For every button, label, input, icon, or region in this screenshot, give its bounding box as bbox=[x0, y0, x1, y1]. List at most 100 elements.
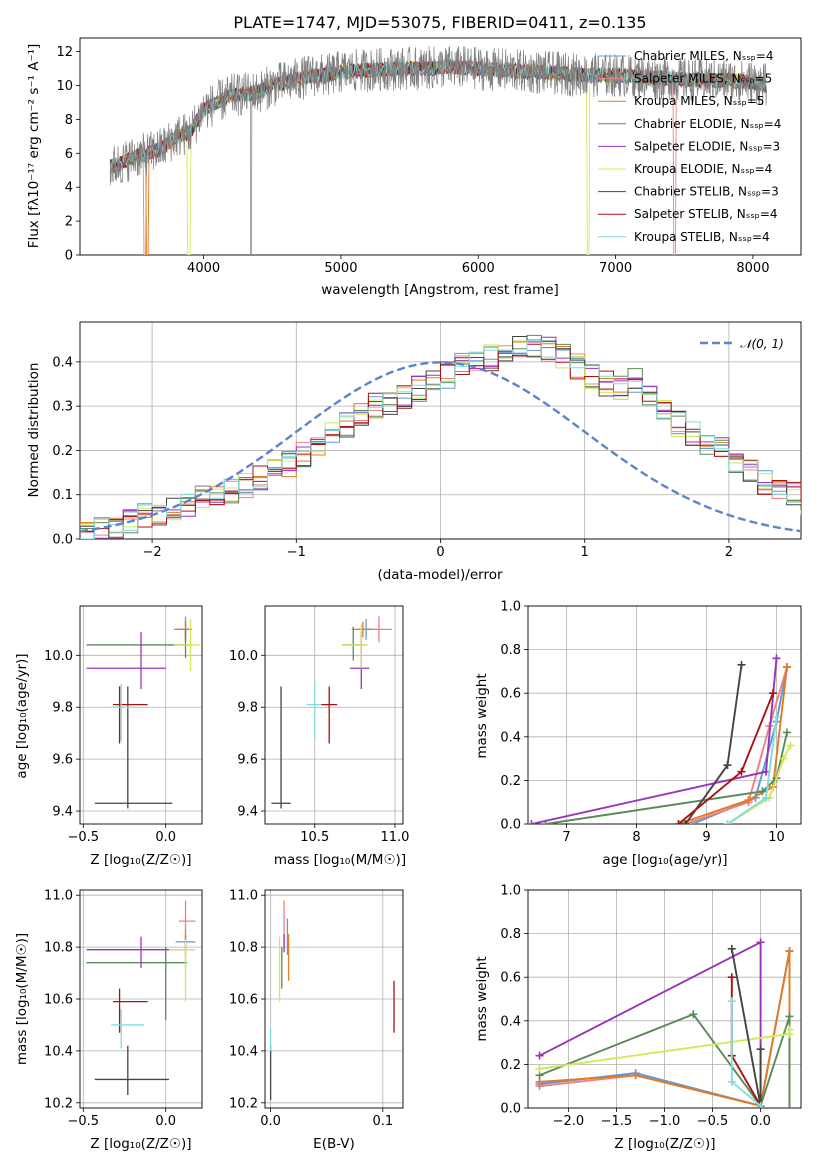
weight-lines bbox=[528, 654, 795, 824]
spectrum-ylabel: Flux [fλ10⁻¹⁷ erg cm⁻² s⁻¹ A⁻¹] bbox=[26, 44, 42, 249]
axes-frame bbox=[527, 605, 802, 825]
y-tick-label: 0.4 bbox=[500, 730, 521, 745]
x-tick-label: 4000 bbox=[187, 261, 220, 276]
y-tick-label: 9.4 bbox=[237, 805, 258, 820]
spectrum-panel: PLATE=1747, MJD=53075, FIBERID=0411, z=0… bbox=[26, 13, 802, 298]
mwZ-ylabel: mass weight bbox=[474, 956, 490, 1041]
y-tick-label: 9.8 bbox=[52, 701, 73, 716]
legend-entry: Salpeter STELIB, Nₛₛₚ=4 bbox=[634, 207, 778, 221]
y-tick-label: 11.0 bbox=[229, 889, 258, 904]
x-tick-label: 11.0 bbox=[381, 830, 410, 845]
y-tick-label: 2 bbox=[65, 215, 73, 230]
spectrum-legend: Chabrier MILES, Nₛₛₚ=4 Salpeter MILES, Nₛ… bbox=[598, 49, 781, 244]
residuals-xlabel: (data-model)/error bbox=[377, 567, 503, 583]
y-tick-label: 1.0 bbox=[500, 884, 521, 899]
legend-entry: Chabrier STELIB, Nₛₛₚ=3 bbox=[634, 185, 779, 199]
weight-point-marker bbox=[772, 654, 781, 663]
x-tick-label: 10.5 bbox=[300, 830, 329, 845]
weight-point-marker bbox=[785, 1104, 794, 1108]
errorbars bbox=[271, 616, 392, 809]
y-tick-label: 0.6 bbox=[500, 687, 521, 702]
age-vs-mass-panel: mass [log₁₀(M/M☉)] 10.5 11.0 9.4 9.6 9.8 10.0 bbox=[229, 605, 410, 868]
residuals-ylabel: Normed distribution bbox=[26, 363, 42, 498]
x-tick-label: 0.0 bbox=[155, 1114, 176, 1129]
observed-spectrum-line bbox=[109, 45, 767, 255]
errorbars bbox=[269, 900, 395, 1101]
weight-point-marker bbox=[769, 689, 777, 698]
x-tick-label: 2 bbox=[725, 545, 733, 560]
y-tick-label: 6 bbox=[65, 147, 73, 162]
y-tick-label: 9.4 bbox=[52, 805, 73, 820]
massZ-xlabel: Z [log₁₀(Z/Z☉)] bbox=[90, 1136, 191, 1152]
massweight-vs-metallicity-panel: Z [log₁₀(Z/Z☉)] mass weight −2.0 −1.5 −1.0… bbox=[474, 884, 802, 1152]
legend-entry: Kroupa MILES, Nₛₛₚ=5 bbox=[634, 94, 764, 108]
y-tick-label: 0.6 bbox=[500, 971, 521, 986]
y-tick-label: 0.1 bbox=[52, 488, 73, 503]
weight-point-marker bbox=[535, 1064, 544, 1073]
y-tick-label: 0.8 bbox=[500, 643, 521, 658]
y-tick-label: 1.0 bbox=[500, 600, 521, 615]
weight-point-marker bbox=[535, 1051, 544, 1060]
y-tick-label: 11.0 bbox=[44, 889, 73, 904]
y-tick-label: 10.2 bbox=[229, 1096, 258, 1111]
y-tick-label: 10 bbox=[56, 79, 73, 94]
weight-point-marker bbox=[756, 1045, 765, 1054]
legend-entry: 𝒩(0, 1) bbox=[740, 337, 784, 351]
massZ-ylabel: mass [log₁₀(M/M☉)] bbox=[14, 933, 30, 1065]
weight-point-marker bbox=[727, 973, 736, 982]
legend-entry: Kroupa STELIB, Nₛₛₚ=4 bbox=[634, 230, 770, 244]
age-vs-metallicity-panel: Z [log₁₀(Z/Z☉)] age [log₁₀(age/yr)] −0.5… bbox=[14, 605, 203, 868]
y-tick-label: 0.0 bbox=[500, 1102, 521, 1117]
x-tick-label: −0.5 bbox=[68, 1114, 100, 1129]
x-tick-label: 0.0 bbox=[260, 1114, 281, 1129]
legend-entry: Chabrier MILES, Nₛₛₚ=4 bbox=[634, 49, 774, 63]
weight-point-marker bbox=[783, 663, 791, 672]
x-tick-label: −2 bbox=[143, 545, 162, 560]
legend-entry: Kroupa ELODIE, Nₛₛₚ=4 bbox=[634, 162, 772, 176]
weight-line bbox=[685, 666, 788, 824]
y-tick-label: 0.0 bbox=[500, 818, 521, 833]
gaussian-curve bbox=[80, 361, 801, 533]
legend-entry: Chabrier ELODIE, Nₛₛₚ=4 bbox=[634, 117, 781, 131]
y-tick-label: 10.0 bbox=[44, 649, 73, 664]
weight-point-marker bbox=[758, 787, 767, 796]
mwAge-xlabel: age [log₁₀(age/yr)] bbox=[602, 852, 727, 868]
errorbars bbox=[86, 900, 196, 1096]
y-tick-label: 10.8 bbox=[229, 941, 258, 956]
weight-point-marker bbox=[762, 793, 770, 802]
weight-point-marker bbox=[727, 997, 736, 1006]
weight-point-marker bbox=[772, 713, 781, 722]
weight-point-marker bbox=[785, 947, 794, 956]
weight-point-marker bbox=[723, 761, 732, 770]
y-tick-label: 4 bbox=[65, 181, 73, 196]
x-tick-label: −2.0 bbox=[553, 1114, 585, 1129]
y-tick-label: 9.6 bbox=[237, 753, 258, 768]
mass-vs-ebv-panel: E(B-V) 0.0 0.1 10.2 10.4 10.6 10.8 11.0 bbox=[229, 889, 404, 1152]
weight-point-marker bbox=[737, 767, 746, 776]
residual-histogram-panel: (data-model)/error Normed distribution −… bbox=[26, 321, 802, 583]
spectrum-title: PLATE=1747, MJD=53075, FIBERID=0411, z=0… bbox=[233, 13, 646, 32]
x-tick-label: 8000 bbox=[736, 261, 769, 276]
weight-point-marker bbox=[723, 820, 732, 824]
weight-point-marker bbox=[674, 820, 683, 824]
weight-line bbox=[545, 732, 788, 824]
x-tick-label: −1.0 bbox=[649, 1114, 681, 1129]
y-tick-label: 0.2 bbox=[500, 1058, 521, 1073]
weight-point-marker bbox=[785, 1025, 794, 1034]
x-tick-label: 0.1 bbox=[372, 1114, 393, 1129]
legend-entry: Salpeter ELODIE, Nₛₛₚ=3 bbox=[634, 139, 780, 153]
y-tick-label: 10.8 bbox=[44, 941, 73, 956]
legend-entry: Salpeter MILES, Nₛₛₚ=5 bbox=[634, 72, 772, 86]
x-tick-label: −0.5 bbox=[697, 1114, 729, 1129]
massweight-vs-age-panel: age [log₁₀(age/yr)] mass weight 7 8 9 10 0.0… bbox=[474, 600, 802, 868]
x-tick-label: 7000 bbox=[599, 261, 632, 276]
x-tick-label: 7 bbox=[562, 830, 570, 845]
massEBV-xlabel: E(B-V) bbox=[313, 1136, 355, 1152]
x-tick-label: −0.5 bbox=[68, 830, 100, 845]
ageM-xlabel: mass [log₁₀(M/M☉)] bbox=[274, 852, 406, 868]
axes-frame bbox=[264, 605, 404, 825]
x-tick-label: 10 bbox=[768, 830, 785, 845]
weight-point-marker bbox=[783, 728, 791, 737]
